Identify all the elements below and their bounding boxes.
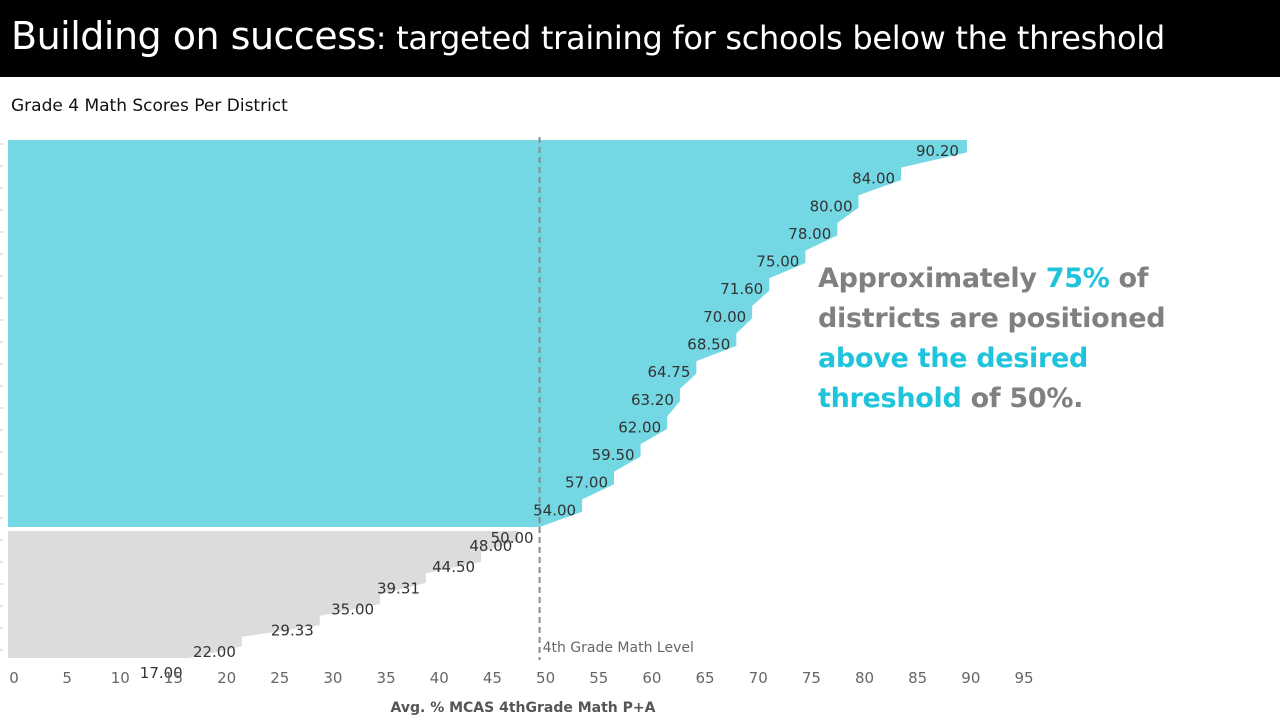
data-label: 48.00 [469,537,512,555]
callout-percentage: 75% [1045,263,1110,294]
x-tick-label: 45 [483,669,502,687]
data-label: 29.33 [271,622,314,640]
x-tick-label: 90 [961,669,980,687]
data-label: 64.75 [647,363,690,381]
callout-part3: of 50%. [961,383,1084,414]
x-tick-label: 5 [62,669,72,687]
x-tick-label: 0 [9,669,19,687]
x-tick-label: 10 [111,669,130,687]
callout-text: Approximately 75% of districts are posit… [818,259,1178,419]
x-tick-label: 95 [1014,669,1033,687]
callout-highlight: above the desired threshold [818,343,1089,414]
data-label: 59.50 [592,446,635,464]
data-label: 68.50 [687,336,730,354]
data-label: 80.00 [810,197,853,215]
x-tick-label: 25 [270,669,289,687]
data-label: 84.00 [852,170,895,188]
data-label: 90.20 [916,142,959,160]
x-tick-label: 30 [323,669,342,687]
data-label: 50.00 [491,529,534,547]
x-tick-label: 20 [217,669,236,687]
x-tick-label: 75 [802,669,821,687]
x-tick-label: 85 [908,669,927,687]
title-main-text: Building on success [11,14,376,58]
x-tick-label: 50 [536,669,555,687]
data-label: 63.20 [631,391,674,409]
area-below-threshold [8,531,519,658]
x-tick-label: 80 [855,669,874,687]
data-label: 75.00 [756,253,799,271]
area-chart: 4th Grade Math Level 90.20 84.00 80.00 78.00… [0,137,1034,716]
data-label: 70.00 [703,308,746,326]
data-label: 54.00 [533,501,576,519]
data-label: 71.60 [720,280,763,298]
reference-line-label: 4th Grade Math Level [543,640,694,656]
title-subtitle: : targeted training for schools below th… [375,19,1165,57]
chart-title: Grade 4 Math Scores Per District [11,96,288,116]
x-tick-label: 40 [430,669,449,687]
title-bar: Building on success: targeted training f… [0,0,1280,77]
x-tick-label: 35 [377,669,396,687]
x-tick-label: 70 [749,669,768,687]
callout-part2: of districts are positioned [818,263,1166,334]
x-tick-label: 60 [642,669,661,687]
x-tick-label: 55 [589,669,608,687]
slide-title: Building on success: targeted training f… [11,14,1165,58]
data-label: 62.00 [618,418,661,436]
data-label: 44.50 [432,558,475,576]
x-axis-title: Avg. % MCAS 4thGrade Math P+A [391,700,656,716]
data-label: 22.00 [193,643,236,661]
x-tick-label: 65 [696,669,715,687]
area-above-threshold [8,140,967,527]
x-tick-label: 15 [164,669,183,687]
data-label: 78.00 [788,225,831,243]
data-label: 35.00 [331,601,374,619]
data-label: 39.31 [377,579,420,597]
data-label: 57.00 [565,474,608,492]
callout-part1: Approximately [818,263,1046,294]
data-label: 17.00 [140,664,183,682]
